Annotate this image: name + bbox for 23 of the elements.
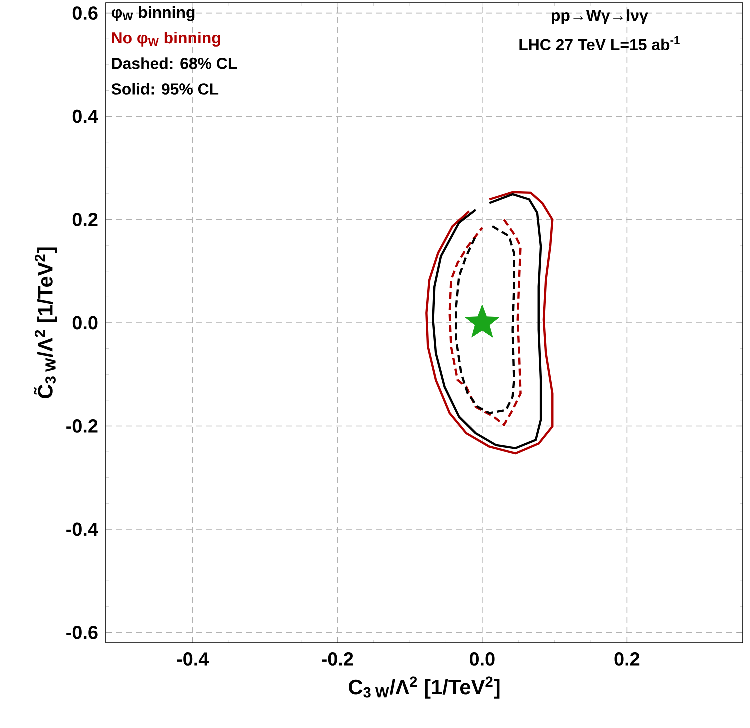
x-axis-title: C$_{3 W}$/Λ$^{2}$ [1/TeV$^{2}$] — [349, 676, 500, 699]
annotation: Solid: 95% CL — [112, 83, 219, 95]
line-series — [426, 191, 554, 455]
x-tick-label: 0.0 — [470, 652, 495, 666]
y-axis-title: C̃$_{3 W}$/Λ$^{2}$ [1/TeV$^{2}$] — [34, 248, 58, 398]
y-tick-label: -0.4 — [66, 522, 98, 536]
line-series — [455, 225, 516, 414]
y-tick-label: -0.6 — [66, 626, 98, 640]
y-tick-label: 0.2 — [72, 213, 98, 226]
y-tick-label: 0.0 — [72, 316, 98, 330]
annotation: LHC 27 TeV L=15 ab$^{-1}$ — [520, 36, 680, 51]
line-series — [432, 193, 542, 450]
y-tick-label: 0.4 — [72, 110, 98, 124]
annotation: Dashed: 68% CL — [112, 58, 238, 70]
annotation: pp→Wγ→lνγ — [552, 10, 648, 24]
y-tick-label: -0.2 — [66, 420, 98, 433]
y-tick-label: 0.6 — [72, 6, 98, 20]
x-tick-label: -0.4 — [177, 652, 210, 666]
x-tick-label: 0.2 — [614, 652, 640, 666]
text: φ$_{W}$ binning — [112, 6, 195, 22]
text: No φ$_{W}$ binning — [112, 32, 220, 47]
line-series — [448, 218, 522, 426]
x-tick-label: -0.2 — [322, 652, 354, 666]
